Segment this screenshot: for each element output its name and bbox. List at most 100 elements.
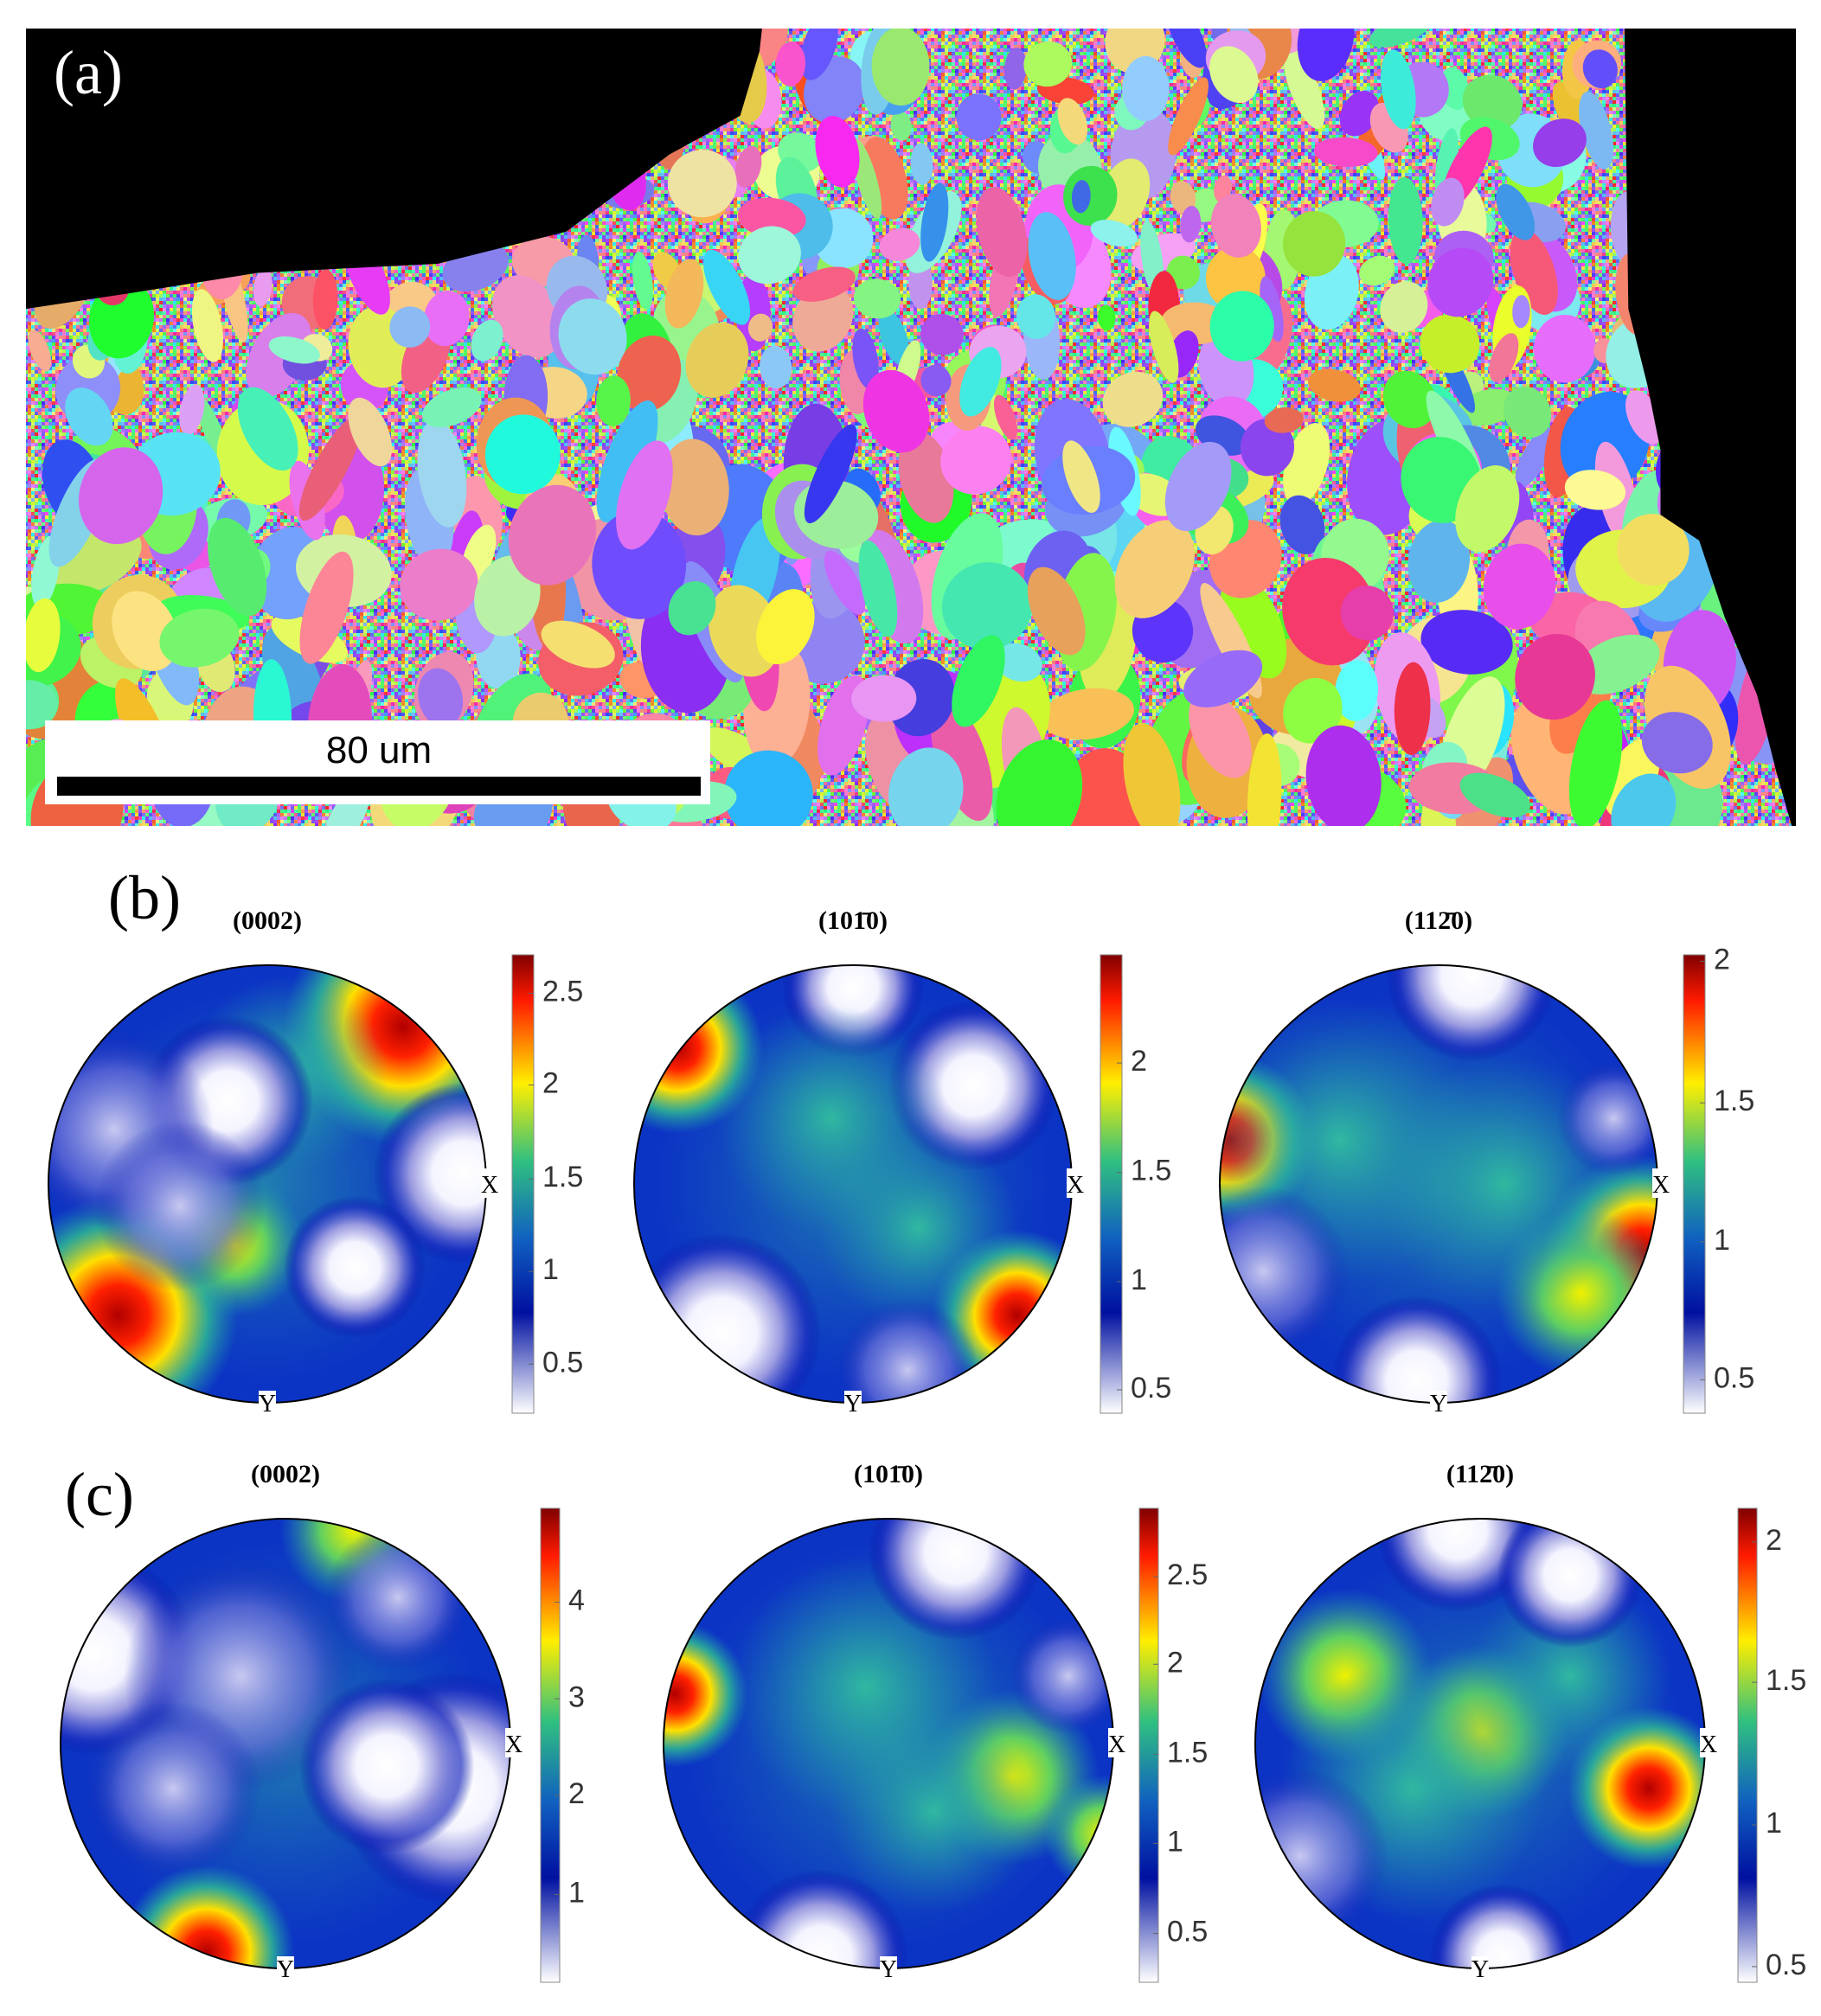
- colorbar: [1100, 954, 1123, 1414]
- colorbar-tick-label: 2: [1766, 1524, 1782, 1557]
- axis-letter: Y: [880, 1956, 897, 1983]
- grain: [1247, 733, 1282, 826]
- grain: [298, 415, 362, 521]
- intensity-blob: [868, 1519, 1044, 1641]
- intensity-blob: [1429, 1884, 1576, 1968]
- grain: [1279, 495, 1325, 554]
- axis-letter: Y: [259, 1391, 276, 1418]
- grain: [1489, 333, 1519, 382]
- grain: [268, 336, 320, 364]
- grain: [956, 93, 1002, 141]
- grain: [596, 400, 658, 523]
- colorbar-tick-label: 1: [1766, 1807, 1782, 1840]
- grain: [952, 635, 1005, 727]
- axis-letter: Y: [844, 1391, 862, 1418]
- axis-letter-bg: [880, 1956, 897, 1981]
- colorbar: [1683, 954, 1706, 1414]
- pole-figure: [1255, 1519, 1705, 1968]
- grain: [858, 540, 898, 637]
- grain: [994, 394, 1018, 440]
- grain: [685, 322, 749, 398]
- intensity-blob: [1497, 1519, 1644, 1648]
- grain: [1564, 470, 1626, 510]
- grain: [1168, 77, 1209, 156]
- colorbar-tick-label: 2: [1131, 1045, 1147, 1078]
- grain: [792, 266, 856, 302]
- pole-figure-title: (0002): [233, 906, 302, 935]
- grain: [1114, 520, 1195, 618]
- grain: [976, 187, 1028, 278]
- intensity-blob: [1386, 965, 1557, 1062]
- colorbar-tick-label: 4: [568, 1584, 585, 1616]
- colorbar-tick-label: 3: [568, 1680, 585, 1713]
- grain: [734, 145, 762, 188]
- grain: [1339, 91, 1379, 137]
- empty-region: [1624, 29, 1796, 826]
- grain: [1057, 98, 1088, 145]
- grain: [617, 335, 682, 413]
- grain: [348, 397, 393, 467]
- grain: [1574, 634, 1660, 694]
- colorbar-tick-label: 1: [1167, 1825, 1183, 1858]
- pole-figure-title: (112̄0): [1446, 1460, 1514, 1488]
- axis-letter: X: [481, 1172, 498, 1199]
- grain: [659, 438, 729, 536]
- grain: [800, 29, 838, 80]
- grain: [65, 387, 113, 446]
- axis-letter: X: [1067, 1172, 1084, 1199]
- intensity-blob: [324, 1524, 471, 1671]
- grain: [1090, 220, 1138, 247]
- grain: [1102, 371, 1164, 427]
- grain: [738, 226, 801, 285]
- grain: [299, 551, 354, 664]
- grain: [994, 643, 1042, 682]
- grain: [1209, 46, 1259, 104]
- colorbar-tick-label: 2: [542, 1067, 559, 1100]
- grain: [541, 620, 615, 669]
- axis-letter-bg: [844, 1391, 862, 1415]
- grain: [1264, 407, 1304, 433]
- axis-letter: X: [1652, 1172, 1670, 1199]
- colorbar-tick-label: 2.5: [1167, 1558, 1208, 1591]
- ebsd-map: [26, 29, 1796, 826]
- grain: [879, 227, 920, 261]
- intensity-blob: [634, 1232, 822, 1403]
- grain: [1455, 465, 1520, 553]
- grain: [940, 426, 1012, 495]
- grain: [668, 580, 716, 636]
- pole-figure: [48, 965, 486, 1403]
- grain: [484, 414, 561, 495]
- grain: [1260, 276, 1284, 342]
- grain: [400, 548, 478, 621]
- colorbar: [511, 954, 535, 1414]
- colorbar-tick-label: 1.5: [1167, 1736, 1208, 1769]
- grain: [1041, 688, 1134, 740]
- panel-label: (a): [54, 38, 123, 107]
- colorbar-tick-label: 1.5: [1766, 1664, 1806, 1697]
- grain: [191, 289, 223, 362]
- colorbar-tick-label: 1: [568, 1877, 585, 1910]
- intensity-blob: [1220, 1186, 1350, 1357]
- intensity-blob: [1255, 1768, 1388, 1944]
- axis-letter-bg: [1067, 1168, 1084, 1198]
- grain: [1340, 586, 1395, 641]
- colorbar-tick-label: 0.5: [1766, 1949, 1806, 1981]
- pole-figure: [61, 1519, 510, 1968]
- grain: [159, 608, 240, 668]
- grain: [887, 659, 955, 737]
- grain: [941, 562, 1033, 650]
- grain: [1003, 47, 1027, 90]
- grain: [1307, 368, 1361, 402]
- grain: [930, 699, 993, 822]
- colorbar: [1138, 1507, 1159, 1983]
- grain: [890, 111, 912, 141]
- grain: [1028, 212, 1076, 300]
- colorbar-tick-label: 2.5: [542, 976, 583, 1008]
- colorbar-tick-label: 0.5: [542, 1346, 583, 1379]
- grain: [312, 269, 338, 330]
- grain: [1427, 247, 1494, 317]
- grain: [1388, 176, 1423, 265]
- grain: [26, 598, 61, 673]
- intensity-blob: [119, 1865, 295, 1968]
- grain: [389, 306, 431, 348]
